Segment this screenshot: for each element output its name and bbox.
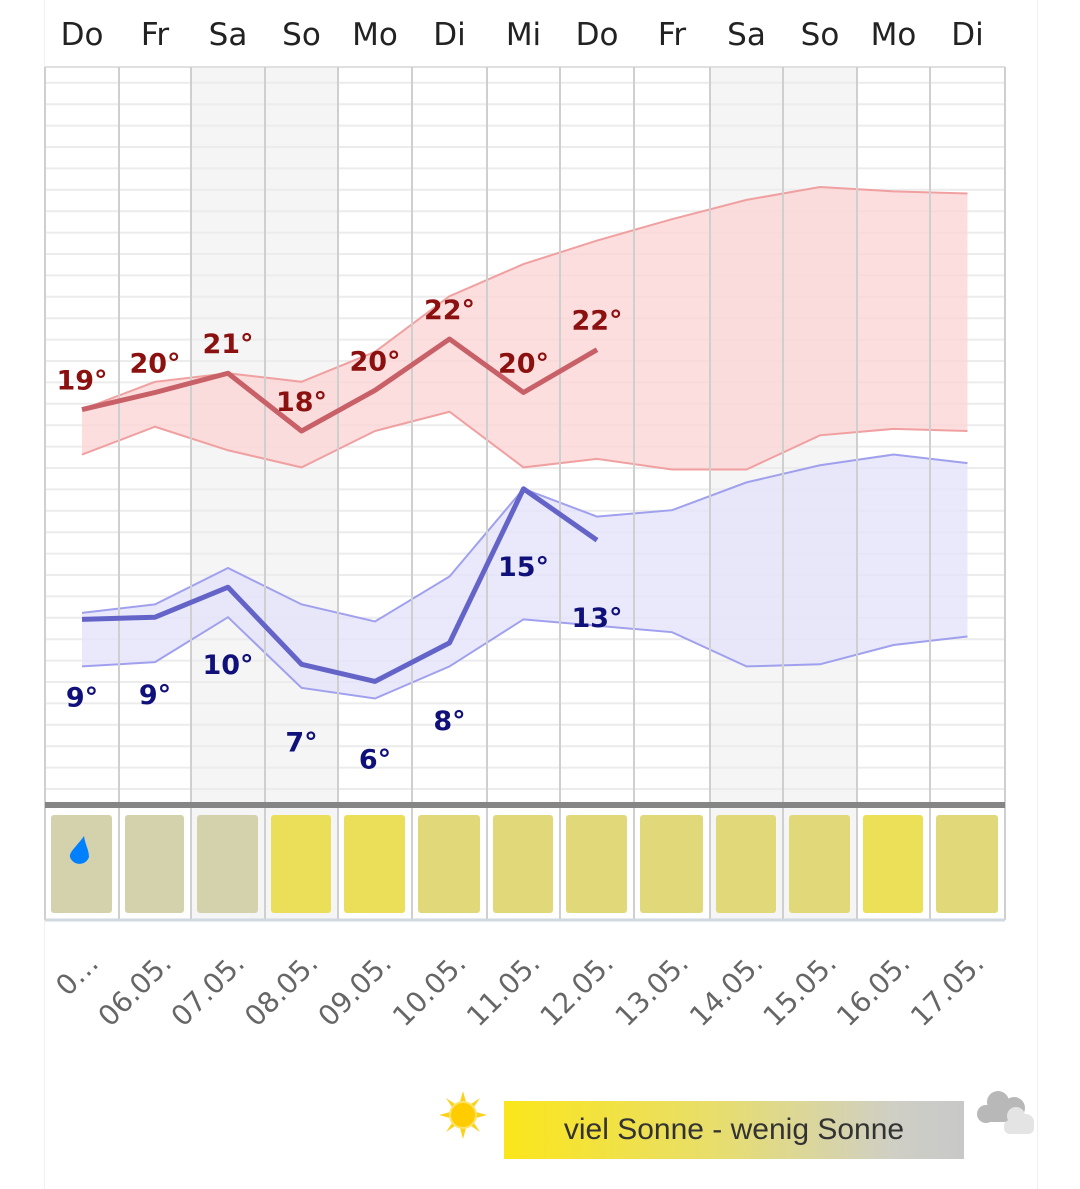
day-header: Mo bbox=[871, 17, 917, 53]
min-range-lower-line bbox=[81, 615, 968, 700]
max-temp-label: 20° bbox=[498, 349, 549, 380]
day-header: Di bbox=[433, 17, 465, 53]
max-temp-label: 22° bbox=[571, 306, 622, 337]
date-label: 15.05. bbox=[757, 947, 843, 1033]
max-range-lower-line bbox=[81, 410, 968, 471]
min-temp-label: 10° bbox=[202, 650, 253, 681]
date-label: 09.05. bbox=[312, 947, 398, 1033]
date-label: 10.05. bbox=[386, 947, 472, 1033]
sunshine-box bbox=[716, 815, 776, 913]
min-temp-line bbox=[81, 486, 599, 684]
sunshine-legend-bar: viel Sonne - wenig Sonne bbox=[504, 1101, 964, 1159]
day-header: Mo bbox=[352, 17, 398, 53]
rain-drop-icon bbox=[69, 836, 89, 864]
date-label: 08.05. bbox=[238, 947, 324, 1033]
day-header: Sa bbox=[209, 17, 248, 53]
max-temp-label: 20° bbox=[129, 349, 180, 380]
date-label: 17.05. bbox=[904, 947, 990, 1033]
min-temp-label: 13° bbox=[571, 603, 622, 634]
sunshine-box bbox=[418, 815, 480, 913]
min-temp-label: 9° bbox=[139, 680, 171, 711]
day-header: So bbox=[801, 17, 840, 53]
sunshine-box bbox=[197, 815, 258, 913]
cloud-icon bbox=[977, 1091, 1034, 1134]
min-temp-label: 7° bbox=[285, 727, 317, 758]
day-header: Fr bbox=[141, 17, 170, 53]
max-temp-label: 19° bbox=[56, 366, 107, 397]
date-label: 13.05. bbox=[609, 947, 695, 1033]
day-header: Fr bbox=[658, 17, 687, 53]
date-label: 11.05. bbox=[460, 947, 546, 1033]
legend-label: viel Sonne - wenig Sonne bbox=[563, 1113, 905, 1146]
max-temp-label: 20° bbox=[349, 346, 400, 377]
sunshine-box bbox=[936, 815, 998, 913]
sun-icon bbox=[439, 1091, 487, 1139]
max-range-band bbox=[82, 187, 968, 470]
min-temp-label: 9° bbox=[66, 682, 98, 713]
min-range-band bbox=[82, 454, 968, 699]
day-header: Mi bbox=[506, 17, 541, 53]
max-temp-label: 22° bbox=[424, 295, 475, 326]
sunshine-box bbox=[344, 815, 405, 913]
date-label: 12.05. bbox=[534, 947, 620, 1033]
day-header: Do bbox=[576, 17, 619, 53]
cloud-legend-icon bbox=[974, 1088, 1036, 1138]
max-temp-label: 21° bbox=[202, 329, 253, 360]
day-header: So bbox=[282, 17, 321, 53]
sun-legend-icon bbox=[438, 1090, 488, 1140]
date-label: 0… bbox=[49, 947, 105, 1003]
sunshine-box bbox=[271, 815, 331, 913]
sunshine-box bbox=[863, 815, 923, 913]
sunshine-box bbox=[51, 815, 112, 913]
sunshine-box bbox=[125, 815, 184, 913]
chart-separator bbox=[45, 802, 1005, 808]
sunshine-box bbox=[789, 815, 850, 913]
day-header: Di bbox=[951, 17, 983, 53]
day-header: Do bbox=[61, 17, 104, 53]
min-temp-label: 8° bbox=[433, 706, 465, 737]
weekend-shade bbox=[265, 67, 338, 920]
sunshine-box bbox=[493, 815, 553, 913]
max-temp-label: 18° bbox=[276, 387, 327, 418]
sunshine-box bbox=[566, 815, 627, 913]
sunshine-box bbox=[640, 815, 703, 913]
max-temp-line bbox=[81, 336, 599, 434]
date-label: 16.05. bbox=[830, 947, 916, 1033]
min-temp-label: 15° bbox=[498, 552, 549, 583]
min-temp-label: 6° bbox=[359, 744, 391, 775]
date-label: 07.05. bbox=[165, 947, 251, 1033]
date-label: 06.05. bbox=[92, 947, 178, 1033]
weekend-shade bbox=[191, 67, 265, 920]
date-label: 14.05. bbox=[683, 947, 769, 1033]
day-header: Sa bbox=[727, 17, 766, 53]
